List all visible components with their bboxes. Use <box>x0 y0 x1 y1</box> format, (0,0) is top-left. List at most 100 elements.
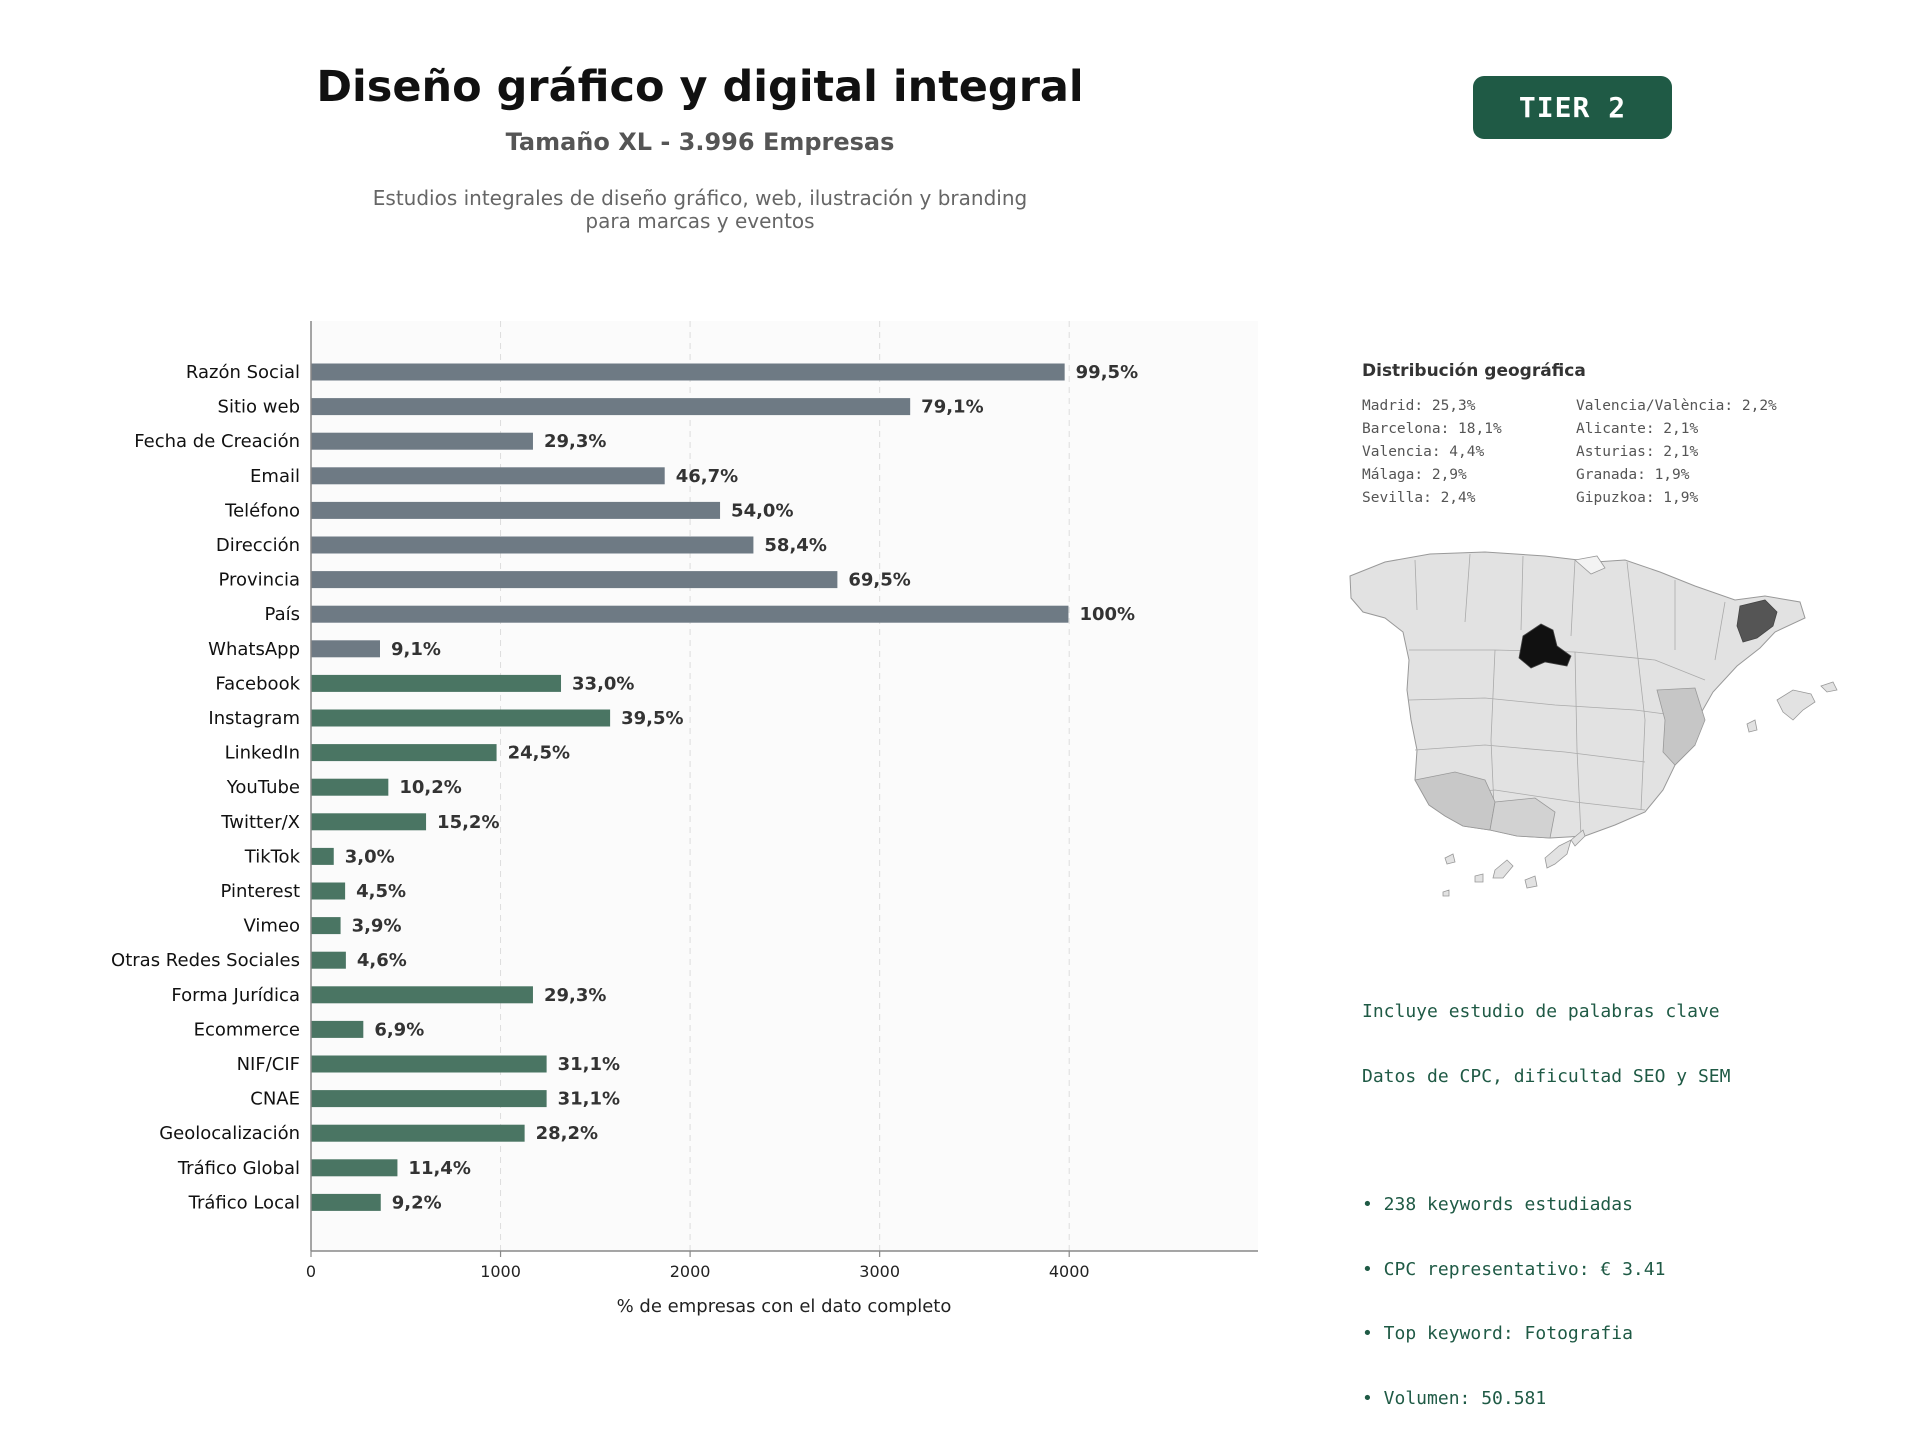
map-province-borders <box>1408 553 1726 837</box>
value-label: 3,0% <box>345 846 395 867</box>
category-labels: Razón Social Sitio web Fecha de Creación Em… <box>111 362 301 1213</box>
geo-item: Madrid: 25,3% <box>1362 398 1476 414</box>
value-label: 15,2% <box>437 812 499 833</box>
category-label: Tráfico Global <box>177 1158 300 1179</box>
bar <box>311 813 427 831</box>
category-label: Ecommerce <box>194 1019 300 1040</box>
x-tick-label: 1000 <box>480 1262 521 1281</box>
value-label: 10,2% <box>399 777 461 798</box>
value-label: 28,2% <box>536 1123 598 1144</box>
category-label: Provincia <box>218 570 300 591</box>
keyword-bullet: • Volumen: 50.581 <box>1362 1387 1547 1409</box>
bar <box>311 847 334 865</box>
value-label: 58,4% <box>764 535 826 556</box>
bars <box>311 363 1069 1211</box>
map-region-andalucia <box>1414 771 1496 831</box>
value-label: 3,9% <box>352 916 402 937</box>
map-balearic-islands <box>1746 681 1838 733</box>
bar <box>311 778 389 796</box>
keyword-bullet: • CPC representativo: € 3.41 <box>1362 1258 1666 1280</box>
keywords-line-1: Incluye estudio de palabras clave <box>1362 1001 1720 1022</box>
geo-item: Gipuzkoa: 1,9% <box>1576 490 1699 506</box>
bar <box>311 1090 547 1108</box>
category-label: Geolocalización <box>159 1123 300 1144</box>
value-label: 4,5% <box>356 881 406 902</box>
map-canary-islands <box>1442 829 1586 897</box>
value-label: 31,1% <box>558 1054 620 1075</box>
category-label: NIF/CIF <box>237 1054 300 1075</box>
bar <box>311 536 754 554</box>
geo-item: Málaga: 2,9% <box>1362 467 1467 483</box>
keyword-bullet: • Top keyword: Fotografia <box>1362 1323 1633 1344</box>
value-label: 39,5% <box>621 708 683 729</box>
geo-distribution-list: Madrid: 25,3% Valencia/València: 2,2% Ba… <box>1362 398 1802 506</box>
category-label: Otras Redes Sociales <box>111 950 300 971</box>
value-label: 11,4% <box>408 1158 470 1179</box>
page-title: Diseño gráfico y digital integral <box>316 62 1084 112</box>
bar-chart: Razón Social Sitio web Fecha de Creación Em… <box>111 321 1258 1317</box>
bar <box>311 1124 525 1142</box>
category-label: TikTok <box>244 846 301 867</box>
geo-title: Distribución geográfica <box>1362 361 1586 381</box>
bar <box>311 432 533 450</box>
bar <box>311 398 911 416</box>
x-tick-label: 4000 <box>1049 1262 1090 1281</box>
category-label: Tráfico Local <box>188 1192 300 1213</box>
geo-item: Asturias: 2,1% <box>1576 444 1699 460</box>
value-label: 29,3% <box>544 431 606 452</box>
category-label: Forma Jurídica <box>171 985 300 1006</box>
value-label: 33,0% <box>572 673 634 694</box>
bar <box>311 1159 398 1177</box>
category-label: Twitter/X <box>220 812 300 833</box>
value-label: 46,7% <box>676 466 738 487</box>
map-mainland <box>1349 551 1806 839</box>
category-label: Razón Social <box>186 362 300 383</box>
page-subtitle: Tamaño XL - 3.996 Empresas <box>505 128 895 156</box>
keyword-bullet: • 238 keywords estudiadas <box>1362 1194 1633 1215</box>
geo-item: Valencia: 4,4% <box>1362 444 1485 460</box>
bar <box>311 363 1065 381</box>
value-label: 9,2% <box>392 1192 442 1213</box>
bar <box>311 744 497 762</box>
bar <box>311 1193 381 1211</box>
category-label: LinkedIn <box>225 743 300 764</box>
bar <box>311 640 380 658</box>
x-tick-label: 3000 <box>859 1262 900 1281</box>
bar <box>311 986 533 1004</box>
category-label: Vimeo <box>243 916 300 937</box>
bar <box>311 1055 547 1073</box>
keywords-line-2: Datos de CPC, dificultad SEO y SEM <box>1362 1065 1731 1087</box>
category-label: Sitio web <box>218 397 300 418</box>
bar <box>311 501 721 519</box>
value-labels: 99,5% 79,1% 29,3% 46,7% 54,0% 58,4% 69,5% 100% 9… <box>345 362 1138 1213</box>
category-label: País <box>265 604 300 625</box>
value-label: 99,5% <box>1076 362 1138 383</box>
category-label: Email <box>250 466 300 487</box>
category-label: CNAE <box>250 1089 300 1110</box>
category-label: Pinterest <box>220 881 300 902</box>
x-axis-ticks: 0 1000 2000 3000 4000 <box>306 1251 1090 1281</box>
map-region-sur <box>1489 797 1556 839</box>
x-tick-label: 0 <box>306 1262 316 1281</box>
value-label: 31,1% <box>558 1089 620 1110</box>
map-region-north <box>1574 555 1606 575</box>
bar <box>311 467 665 485</box>
value-label: 9,1% <box>391 639 441 660</box>
page-description: Estudios integrales de diseño gráfico, w… <box>280 187 1120 233</box>
category-label: YouTube <box>226 777 300 798</box>
category-label: Instagram <box>208 708 300 729</box>
x-axis-label: % de empresas con el dato completo <box>617 1296 952 1317</box>
category-label: Teléfono <box>224 500 300 521</box>
keywords-panel: Incluye estudio de palabras clave Datos … <box>1362 958 1730 1431</box>
value-label: 69,5% <box>848 570 910 591</box>
bar <box>311 951 346 969</box>
value-label: 100% <box>1079 604 1135 625</box>
category-label: Facebook <box>215 673 300 694</box>
description-line-2: para marcas y eventos <box>585 209 815 233</box>
geo-item: Sevilla: 2,4% <box>1362 490 1476 506</box>
value-label: 54,0% <box>731 500 793 521</box>
x-tick-label: 2000 <box>670 1262 711 1281</box>
bar <box>311 917 341 935</box>
bar <box>311 709 611 727</box>
bar <box>311 1020 364 1038</box>
